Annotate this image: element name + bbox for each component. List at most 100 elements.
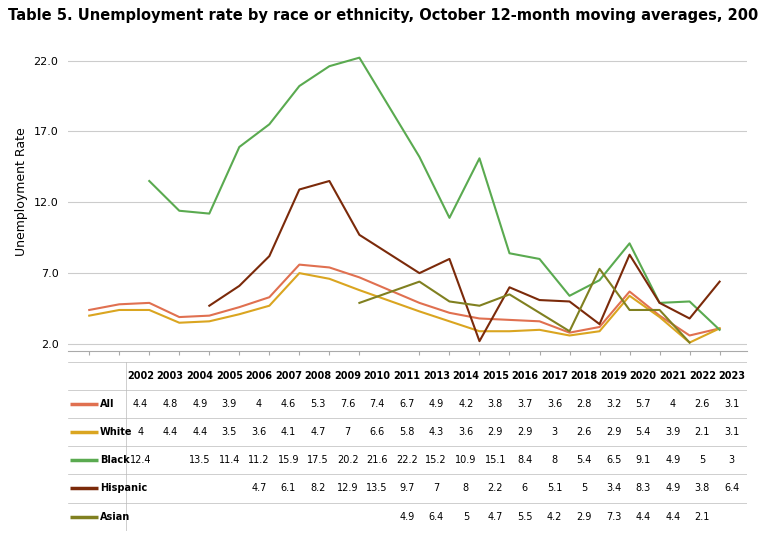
Text: 4.1: 4.1 <box>280 427 296 437</box>
Text: 5.3: 5.3 <box>310 399 326 409</box>
Text: 2.9: 2.9 <box>487 427 503 437</box>
Text: 4.2: 4.2 <box>458 399 474 409</box>
Text: 8.2: 8.2 <box>310 483 326 494</box>
Y-axis label: Unemployment Rate: Unemployment Rate <box>15 127 28 256</box>
Text: 6.7: 6.7 <box>399 399 415 409</box>
Text: 21.6: 21.6 <box>366 455 388 465</box>
Text: 6.4: 6.4 <box>428 511 444 522</box>
Text: 3.6: 3.6 <box>251 427 267 437</box>
Text: 3: 3 <box>728 455 735 465</box>
Text: 2019: 2019 <box>600 371 627 381</box>
Text: 3.5: 3.5 <box>221 427 237 437</box>
Text: 4.6: 4.6 <box>280 399 296 409</box>
Text: 8: 8 <box>551 455 558 465</box>
Text: 2007: 2007 <box>275 371 302 381</box>
Text: 3.6: 3.6 <box>547 399 562 409</box>
Text: 3.8: 3.8 <box>487 399 503 409</box>
Text: 12.9: 12.9 <box>337 483 359 494</box>
Text: 6.6: 6.6 <box>369 427 385 437</box>
Text: 2013: 2013 <box>423 371 449 381</box>
Text: 2.6: 2.6 <box>694 399 710 409</box>
Text: 5.4: 5.4 <box>635 427 651 437</box>
Text: 2017: 2017 <box>541 371 568 381</box>
Text: 11.2: 11.2 <box>248 455 270 465</box>
Text: 3.2: 3.2 <box>606 399 622 409</box>
Text: 6.4: 6.4 <box>724 483 740 494</box>
Text: 2016: 2016 <box>512 371 538 381</box>
Text: 8.4: 8.4 <box>517 455 533 465</box>
Text: 2021: 2021 <box>659 371 686 381</box>
Text: 2.8: 2.8 <box>576 399 592 409</box>
Text: 4.4: 4.4 <box>635 511 651 522</box>
Text: 5: 5 <box>581 483 587 494</box>
Text: 5.4: 5.4 <box>576 455 592 465</box>
Text: 10.9: 10.9 <box>455 455 477 465</box>
Text: 2005: 2005 <box>216 371 243 381</box>
Text: 3.1: 3.1 <box>724 399 740 409</box>
Text: 12.4: 12.4 <box>130 455 152 465</box>
Text: 17.5: 17.5 <box>307 455 329 465</box>
Text: 5.1: 5.1 <box>547 483 562 494</box>
Text: 2009: 2009 <box>334 371 361 381</box>
Text: 2008: 2008 <box>305 371 331 381</box>
Text: 6.5: 6.5 <box>606 455 622 465</box>
Text: All: All <box>100 399 114 409</box>
Text: Table 5. Unemployment rate by race or ethnicity, October 12-month moving average: Table 5. Unemployment rate by race or et… <box>8 8 758 23</box>
Text: 5: 5 <box>699 455 706 465</box>
Text: 4.4: 4.4 <box>133 399 149 409</box>
Text: 4.9: 4.9 <box>665 483 681 494</box>
Text: 2010: 2010 <box>364 371 390 381</box>
Text: 2015: 2015 <box>482 371 509 381</box>
Text: 4.7: 4.7 <box>310 427 326 437</box>
Text: 4.4: 4.4 <box>193 427 208 437</box>
Text: 3.7: 3.7 <box>517 399 533 409</box>
Text: 7.6: 7.6 <box>340 399 356 409</box>
Text: 2.1: 2.1 <box>694 427 710 437</box>
Text: 15.1: 15.1 <box>484 455 506 465</box>
Text: 3.1: 3.1 <box>724 427 740 437</box>
Text: 2.1: 2.1 <box>694 511 710 522</box>
Text: 2023: 2023 <box>719 371 745 381</box>
Text: 11.4: 11.4 <box>218 455 240 465</box>
Text: 3: 3 <box>551 427 558 437</box>
Text: 20.2: 20.2 <box>337 455 359 465</box>
Text: 9.7: 9.7 <box>399 483 415 494</box>
Text: Black: Black <box>100 455 130 465</box>
Text: 4.7: 4.7 <box>251 483 267 494</box>
Text: 3.9: 3.9 <box>222 399 237 409</box>
Text: 6.1: 6.1 <box>280 483 296 494</box>
Text: 4: 4 <box>669 399 676 409</box>
Text: 2.9: 2.9 <box>606 427 622 437</box>
Text: 3.6: 3.6 <box>458 427 474 437</box>
Text: 15.9: 15.9 <box>277 455 299 465</box>
Text: 7: 7 <box>433 483 440 494</box>
Text: Hispanic: Hispanic <box>100 483 147 494</box>
Text: 2.2: 2.2 <box>487 483 503 494</box>
Text: White: White <box>100 427 133 437</box>
Text: 15.2: 15.2 <box>425 455 447 465</box>
Text: 4.9: 4.9 <box>399 511 415 522</box>
Text: 2003: 2003 <box>157 371 183 381</box>
Text: 4.7: 4.7 <box>487 511 503 522</box>
Text: 2011: 2011 <box>393 371 420 381</box>
Text: 4.4: 4.4 <box>163 427 178 437</box>
Text: 2004: 2004 <box>186 371 213 381</box>
Text: 2018: 2018 <box>571 371 597 381</box>
Text: 4.4: 4.4 <box>665 511 681 522</box>
Text: 5: 5 <box>462 511 469 522</box>
Text: 8: 8 <box>462 483 469 494</box>
Text: 7: 7 <box>344 427 351 437</box>
Text: 5.5: 5.5 <box>517 511 533 522</box>
Text: 2006: 2006 <box>246 371 272 381</box>
Text: 7.3: 7.3 <box>606 511 622 522</box>
Text: 2.6: 2.6 <box>576 427 592 437</box>
Text: 4.3: 4.3 <box>428 427 444 437</box>
Text: 2.9: 2.9 <box>576 511 592 522</box>
Text: 2.9: 2.9 <box>517 427 533 437</box>
Text: 4: 4 <box>138 427 144 437</box>
Text: 22.2: 22.2 <box>396 455 418 465</box>
Text: 2022: 2022 <box>689 371 716 381</box>
Text: 2014: 2014 <box>453 371 479 381</box>
Text: 3.4: 3.4 <box>606 483 622 494</box>
Text: 3.8: 3.8 <box>694 483 710 494</box>
